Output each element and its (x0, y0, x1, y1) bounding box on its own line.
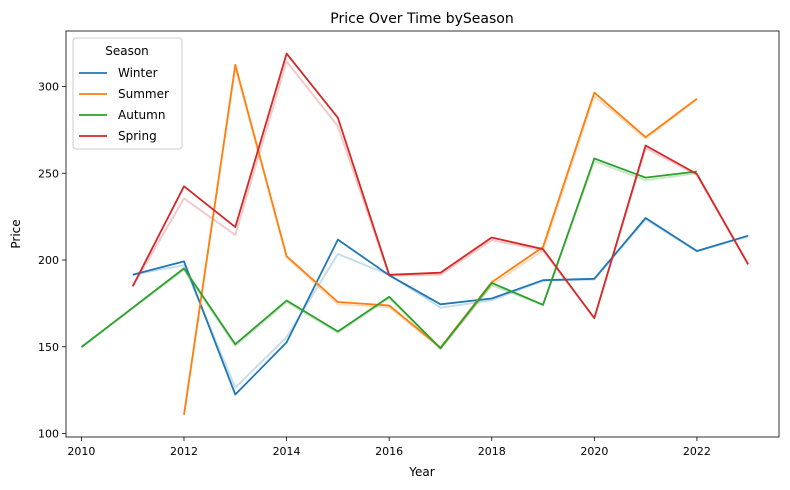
legend-box (72, 37, 183, 150)
plot-area (66, 31, 779, 437)
x-tick-label: 2022 (683, 445, 711, 458)
y-tick-label: 200 (38, 254, 59, 267)
legend: Season Winter Summer Autumn Spring (72, 37, 183, 150)
x-tick-label: 2020 (580, 445, 608, 458)
plot-frame (65, 30, 780, 438)
y-axis-label: Price (9, 219, 23, 248)
legend-title: Season (105, 44, 149, 58)
y-tick-label: 300 (38, 81, 59, 94)
series-layer (80, 52, 749, 415)
series-line-winter (132, 217, 749, 396)
legend-label-winter: Winter (118, 66, 158, 80)
y-axis: 100 150 200 250 300 (38, 81, 66, 441)
x-tick-label: 2018 (478, 445, 506, 458)
x-tick-label: 2012 (170, 445, 198, 458)
chart-title: Price Over Time bySeason (330, 11, 513, 27)
x-tick-label: 2010 (67, 445, 95, 458)
series-line-spring (131, 52, 749, 320)
legend-label-autumn: Autumn (118, 108, 165, 122)
legend-items: Winter Summer Autumn Spring (79, 66, 169, 143)
legend-label-spring: Spring (118, 129, 157, 143)
y-tick-label: 150 (38, 341, 59, 354)
x-axis-label: Year (408, 465, 434, 479)
x-tick-label: 2014 (273, 445, 301, 458)
x-axis: 2010 2012 2014 2016 2018 2020 2022 (67, 437, 711, 458)
series-line-autumn (80, 157, 698, 350)
y-tick-label: 250 (38, 167, 59, 180)
y-tick-label: 100 (38, 428, 59, 441)
x-tick-label: 2016 (375, 445, 403, 458)
legend-label-summer: Summer (118, 87, 169, 101)
